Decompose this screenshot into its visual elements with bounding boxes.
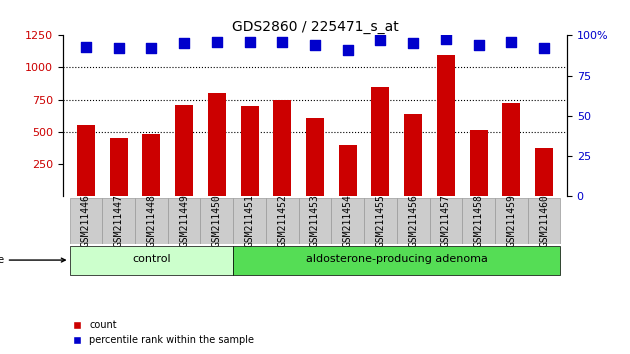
Text: GSM211451: GSM211451: [244, 194, 255, 247]
Bar: [437, 55, 455, 196]
FancyBboxPatch shape: [168, 198, 200, 244]
Bar: [142, 134, 161, 196]
Text: GSM211446: GSM211446: [81, 194, 91, 247]
Text: GSM211453: GSM211453: [310, 194, 320, 247]
Point: [179, 41, 189, 46]
Bar: [110, 138, 128, 196]
Point: [539, 45, 549, 51]
Bar: [175, 105, 193, 196]
FancyBboxPatch shape: [233, 198, 266, 244]
Text: GSM211460: GSM211460: [539, 194, 549, 247]
Text: GSM211452: GSM211452: [277, 194, 287, 247]
Point: [113, 45, 123, 51]
Text: GSM211459: GSM211459: [507, 194, 517, 247]
Text: GSM211454: GSM211454: [343, 194, 353, 247]
Text: GSM211456: GSM211456: [408, 194, 418, 247]
FancyBboxPatch shape: [495, 198, 528, 244]
Point: [474, 42, 484, 48]
Bar: [502, 103, 520, 196]
Text: GSM211448: GSM211448: [146, 194, 156, 247]
Text: disease state: disease state: [0, 255, 66, 265]
Bar: [77, 125, 95, 196]
FancyBboxPatch shape: [102, 198, 135, 244]
Bar: [208, 93, 226, 196]
FancyBboxPatch shape: [430, 198, 462, 244]
Text: GSM211447: GSM211447: [113, 194, 123, 247]
Point: [408, 41, 418, 46]
Bar: [339, 144, 357, 196]
FancyBboxPatch shape: [299, 198, 331, 244]
Text: GSM211458: GSM211458: [474, 194, 484, 247]
Point: [507, 39, 517, 45]
Bar: [535, 148, 553, 196]
Text: control: control: [132, 255, 171, 264]
Title: GDS2860 / 225471_s_at: GDS2860 / 225471_s_at: [232, 21, 398, 34]
FancyBboxPatch shape: [200, 198, 233, 244]
Text: GSM211457: GSM211457: [441, 194, 451, 247]
FancyBboxPatch shape: [233, 246, 561, 274]
Point: [277, 39, 287, 45]
Text: GSM211450: GSM211450: [212, 194, 222, 247]
FancyBboxPatch shape: [331, 198, 364, 244]
Text: GSM211455: GSM211455: [375, 194, 386, 247]
Point: [81, 44, 91, 50]
FancyBboxPatch shape: [266, 198, 299, 244]
FancyBboxPatch shape: [528, 198, 561, 244]
Bar: [273, 99, 291, 196]
Bar: [241, 106, 258, 196]
FancyBboxPatch shape: [135, 198, 168, 244]
FancyBboxPatch shape: [462, 198, 495, 244]
Bar: [469, 130, 488, 196]
Legend: count, percentile rank within the sample: count, percentile rank within the sample: [68, 316, 258, 349]
Bar: [404, 114, 422, 196]
Point: [212, 39, 222, 45]
FancyBboxPatch shape: [69, 246, 233, 274]
Point: [375, 38, 386, 43]
Bar: [372, 87, 389, 196]
FancyBboxPatch shape: [364, 198, 397, 244]
Point: [343, 47, 353, 53]
FancyBboxPatch shape: [397, 198, 430, 244]
Bar: [306, 118, 324, 196]
Point: [441, 36, 451, 41]
Point: [310, 42, 320, 48]
Point: [146, 45, 156, 51]
Point: [244, 39, 255, 45]
Text: GSM211449: GSM211449: [179, 194, 189, 247]
Text: aldosterone-producing adenoma: aldosterone-producing adenoma: [306, 255, 488, 264]
FancyBboxPatch shape: [69, 198, 102, 244]
